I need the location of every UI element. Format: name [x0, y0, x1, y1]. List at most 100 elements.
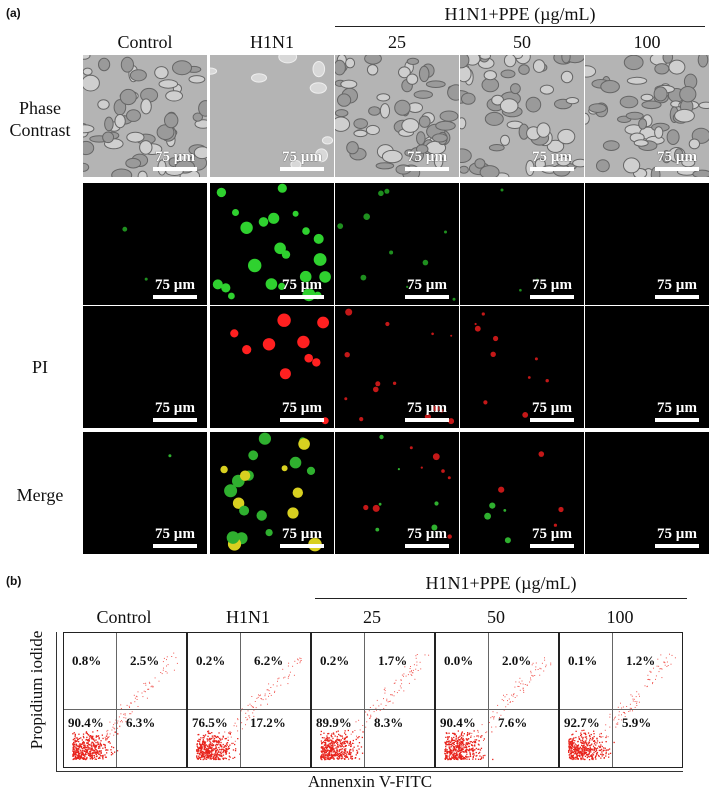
- quadrant-ur-value: 2.0%: [502, 653, 532, 668]
- phase-image-h1n1: 75 µm: [210, 55, 334, 177]
- panel-b-tag: (b): [6, 574, 22, 588]
- scale-bar: 75 µm: [530, 149, 574, 171]
- quadrant-lr-value: 6.3%: [126, 715, 156, 730]
- annexin-image-h1n1: 75 µm: [210, 183, 334, 305]
- scale-bar: 75 µm: [655, 400, 699, 422]
- pi-image-50: 75 µm: [460, 306, 584, 428]
- col-header-control: Control: [117, 32, 173, 52]
- scale-bar-label: 75 µm: [282, 400, 322, 416]
- phase-image-control: 75 µm: [83, 55, 207, 177]
- scale-bar: 75 µm: [153, 526, 197, 548]
- merge-image-control: 75 µm: [83, 432, 207, 554]
- panel-a-group-header: H1N1+PPE (µg/mL): [444, 4, 596, 24]
- col-header-h1n1: H1N1: [250, 32, 294, 52]
- scale-bar-label: 75 µm: [155, 149, 195, 165]
- quadrant-gate-vertical: [240, 633, 241, 767]
- quadrant-ul-value: 0.2%: [196, 653, 226, 668]
- quadrant-ll-value: 89.9%: [316, 715, 352, 730]
- scale-bar: 75 µm: [530, 277, 574, 299]
- scale-bar-line: [405, 167, 449, 171]
- col-header-100: 100: [633, 32, 661, 52]
- quadrant-ul-value: 0.1%: [568, 653, 598, 668]
- scale-bar-line: [530, 544, 574, 548]
- col-header-25: 25: [388, 32, 406, 52]
- fc-header-100: 100: [606, 607, 634, 627]
- panel-b-group-header: H1N1+PPE (µg/mL): [425, 573, 577, 593]
- scale-bar-line: [280, 544, 324, 548]
- fc-header-h1n1: H1N1: [226, 607, 270, 627]
- scale-bar-line: [655, 418, 699, 422]
- fc-header-control: Control: [96, 607, 152, 627]
- scale-bar-line: [655, 544, 699, 548]
- phase-image-50: 75 µm: [460, 55, 584, 177]
- quadrant-ur-value: 1.7%: [378, 653, 408, 668]
- scale-bar-line: [405, 418, 449, 422]
- scale-bar-line: [153, 418, 197, 422]
- scale-bar-line: [280, 167, 324, 171]
- quadrant-gate-vertical: [612, 633, 613, 767]
- quadrant-gate-horizontal: [312, 709, 434, 710]
- scale-bar: 75 µm: [280, 526, 324, 548]
- flow-plot-50: 0.0% 2.0% 90.4% 7.6%: [435, 632, 559, 768]
- annexin-image-50: 75 µm: [460, 183, 584, 305]
- scale-bar-label: 75 µm: [407, 526, 447, 542]
- panel-a-tag: (a): [6, 6, 21, 20]
- row-label-merge: Merge: [16, 485, 64, 505]
- scale-bar-label: 75 µm: [407, 277, 447, 293]
- pi-image-100: 75 µm: [585, 306, 709, 428]
- scale-bar-label: 75 µm: [155, 526, 195, 542]
- row-label-phase-line2: Contrast: [9, 120, 71, 140]
- scale-bar-label: 75 µm: [657, 277, 697, 293]
- flow-plot-control: 0.8% 2.5% 90.4% 6.3%: [63, 632, 187, 768]
- scale-bar-label: 75 µm: [282, 526, 322, 542]
- scale-bar: 75 µm: [655, 526, 699, 548]
- row-label-phase-line1: Phase: [19, 98, 61, 118]
- annexin-image-100: 75 µm: [585, 183, 709, 305]
- scale-bar-label: 75 µm: [657, 400, 697, 416]
- scale-bar-line: [655, 295, 699, 299]
- scale-bar: 75 µm: [280, 149, 324, 171]
- quadrant-ur-value: 6.2%: [254, 653, 284, 668]
- scale-bar: 75 µm: [153, 149, 197, 171]
- quadrant-gate-horizontal: [436, 709, 558, 710]
- row-label-pi: PI: [31, 357, 48, 377]
- pi-image-control: 75 µm: [83, 306, 207, 428]
- quadrant-lr-value: 17.2%: [250, 715, 286, 730]
- fc-header-50: 50: [487, 607, 505, 627]
- quadrant-ur-value: 1.2%: [626, 653, 656, 668]
- panel-b-group-rule: [315, 598, 687, 599]
- x-axis-label: Annenxin V-FITC: [307, 772, 433, 791]
- annexin-image-25: 75 µm: [335, 183, 459, 305]
- scale-bar-label: 75 µm: [532, 149, 572, 165]
- scale-bar-line: [405, 544, 449, 548]
- row-label-phase-contrast: Phase Contrast: [0, 97, 80, 141]
- merge-image-h1n1: 75 µm: [210, 432, 334, 554]
- scale-bar: 75 µm: [405, 277, 449, 299]
- pi-image-25: 75 µm: [335, 306, 459, 428]
- quadrant-gate-vertical: [364, 633, 365, 767]
- flow-plot-100: 0.1% 1.2% 92.7% 5.9%: [559, 632, 683, 768]
- quadrant-lr-value: 7.6%: [498, 715, 528, 730]
- quadrant-ul-value: 0.8%: [72, 653, 102, 668]
- scale-bar-line: [153, 544, 197, 548]
- flow-plot-h1n1: 0.2% 6.2% 76.5% 17.2%: [187, 632, 311, 768]
- scale-bar: 75 µm: [405, 526, 449, 548]
- quadrant-ll-value: 92.7%: [564, 715, 600, 730]
- scale-bar-label: 75 µm: [532, 526, 572, 542]
- scale-bar-line: [655, 167, 699, 171]
- scale-bar-label: 75 µm: [282, 149, 322, 165]
- scale-bar: 75 µm: [655, 277, 699, 299]
- quadrant-ll-value: 90.4%: [440, 715, 476, 730]
- panel-a-group-rule: [335, 26, 705, 27]
- scale-bar: 75 µm: [530, 400, 574, 422]
- quadrant-gate-horizontal: [560, 709, 682, 710]
- y-axis-line: [56, 632, 57, 772]
- quadrant-gate-horizontal: [188, 709, 310, 710]
- scale-bar-line: [530, 167, 574, 171]
- scale-bar-label: 75 µm: [155, 277, 195, 293]
- quadrant-ul-value: 0.2%: [320, 653, 350, 668]
- x-axis-line: [56, 771, 683, 772]
- quadrant-lr-value: 5.9%: [622, 715, 652, 730]
- scale-bar-label: 75 µm: [407, 149, 447, 165]
- scale-bar: 75 µm: [280, 277, 324, 299]
